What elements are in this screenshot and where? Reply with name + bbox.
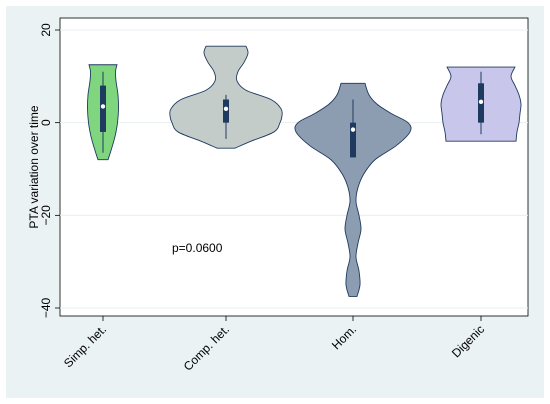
x-tick-label: Digenic [449, 322, 487, 360]
y-axis: −40 −20 0 20 [39, 23, 60, 318]
violin-median [223, 106, 229, 111]
x-axis: Simp. het. Comp. het. Hom. Digenic [61, 316, 487, 374]
y-axis-label: PTA variation over time [27, 105, 41, 228]
y-tick-label: −40 [39, 297, 53, 318]
violin-iqr-box [100, 85, 106, 132]
x-tick-label: Hom. [329, 322, 359, 352]
violins [87, 45, 522, 297]
violin-median [350, 127, 356, 132]
y-tick-label: −20 [39, 205, 53, 226]
violin-median [478, 99, 484, 105]
x-tick-label: Simp. het. [61, 322, 109, 370]
plot-area [59, 17, 529, 317]
violin-iqr-box [223, 99, 229, 123]
y-tick-label: 20 [39, 23, 53, 37]
p-value-annotation: p=0.0600 [172, 241, 223, 255]
x-tick-label: Comp. het. [181, 322, 232, 373]
violin-shape [294, 82, 412, 297]
violin-iqr-box [350, 122, 356, 158]
violin-median [100, 104, 106, 109]
y-tick-label: 0 [39, 119, 53, 126]
